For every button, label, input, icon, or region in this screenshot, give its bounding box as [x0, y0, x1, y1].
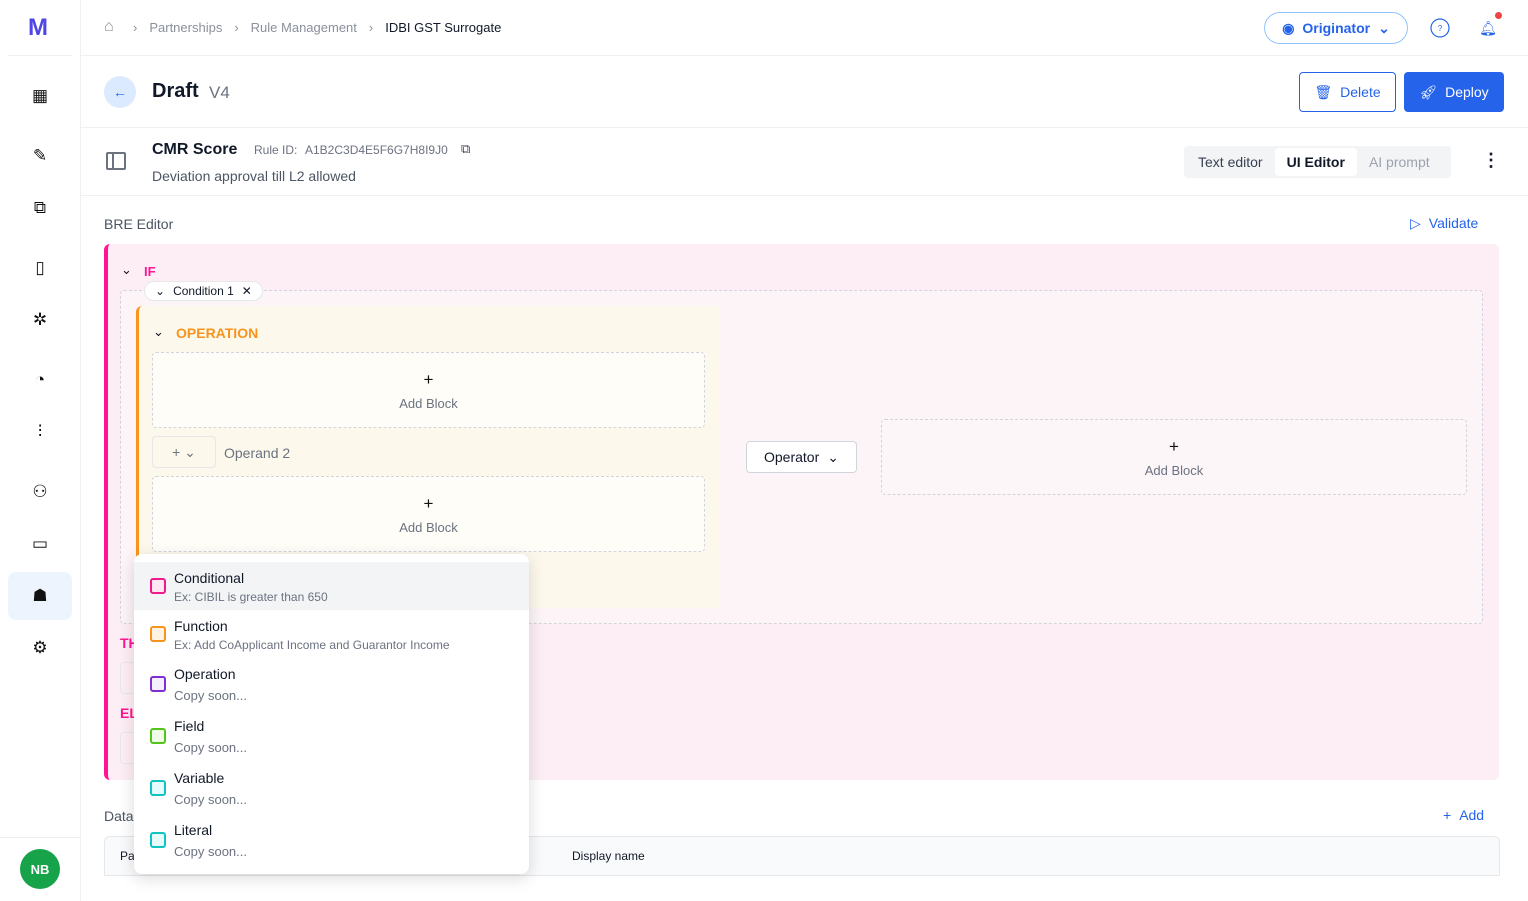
validate-button[interactable]: ▷ Validate — [1410, 215, 1479, 231]
rule-id: A1B2C3D4E5F6G7H8I9J0 — [305, 143, 448, 157]
tab-ui-editor[interactable]: UI Editor — [1274, 148, 1357, 176]
chevron-down-icon: ⌄ — [155, 284, 166, 298]
editor-label: BRE Editor — [104, 216, 174, 232]
dashboard-icon[interactable]: ▦ — [31, 86, 49, 105]
rule-name: CMR Score — [152, 141, 238, 158]
play-icon: ▷ — [1410, 215, 1421, 231]
plus-icon: + — [1443, 807, 1452, 823]
menu-item-subtitle: Ex: Add CoApplicant Income and Guarantor… — [174, 638, 450, 652]
if-label: IF — [144, 264, 156, 279]
field-color-icon — [150, 728, 166, 744]
operand-2-label: Operand 2 — [224, 445, 291, 461]
analytics-icon[interactable]: ⫶ — [37, 422, 43, 441]
else-label: EL — [120, 705, 138, 721]
deploy-button[interactable]: 🚀︎ Deploy — [1404, 72, 1504, 112]
menu-item-function[interactable]: Function Ex: Add CoApplicant Income and G… — [134, 610, 529, 658]
version-label: V4 — [209, 83, 230, 102]
menu-item-variable[interactable]: Variable Copy soon... — [134, 762, 529, 814]
column-header: Display name — [572, 849, 645, 863]
variable-color-icon — [150, 780, 166, 796]
operation-collapse-icon[interactable]: ⌄ — [153, 324, 164, 339]
app-logo: M — [28, 14, 48, 41]
menu-item-title: Variable — [174, 770, 225, 786]
add-data-button[interactable]: + Add — [1443, 807, 1485, 823]
close-icon[interactable]: ✕ — [241, 284, 252, 298]
menu-item-field[interactable]: Field Copy soon... — [134, 710, 529, 762]
menu-item-title: Conditional — [174, 570, 245, 586]
operator-add-button[interactable]: + ⌄ — [152, 436, 216, 468]
operator-select[interactable]: Operator ⌄ — [746, 441, 857, 473]
back-button[interactable]: ← — [104, 76, 136, 108]
bell-icon[interactable]: 🔔︎ — [1479, 19, 1497, 36]
add-block-operand-2[interactable]: + Add Block — [152, 476, 705, 552]
rule-description: Deviation approval till L2 allowed — [152, 168, 356, 184]
add-block-operand-1[interactable]: + Add Block — [152, 352, 705, 428]
plus-icon: + — [1169, 436, 1179, 456]
menu-item-title: Function — [174, 618, 228, 634]
chevron-down-icon: ⌄ — [827, 448, 839, 465]
pie-chart-icon[interactable]: ◔ — [34, 370, 46, 389]
settings-icon[interactable]: ⚙ — [32, 638, 48, 657]
delete-button[interactable]: 🗑︎ Delete — [1299, 72, 1396, 112]
function-color-icon — [150, 626, 166, 642]
rocket-icon: 🚀︎ — [1419, 83, 1438, 100]
help-icon[interactable]: ? — [1430, 18, 1450, 38]
copy-icon[interactable]: ⧉ — [33, 198, 47, 217]
tab-text-editor[interactable]: Text editor — [1198, 154, 1263, 170]
menu-item-title: Field — [174, 718, 205, 734]
breadcrumb-partnerships[interactable]: Partnerships — [149, 20, 223, 35]
sparkle-icon[interactable]: ✲ — [32, 310, 48, 329]
if-collapse-icon[interactable]: ⌄ — [121, 262, 132, 277]
menu-item-conditional[interactable]: Conditional Ex: CIBIL is greater than 650 — [134, 562, 529, 610]
book-icon[interactable]: ▯ — [35, 258, 45, 277]
folder-icon[interactable]: ▭ — [31, 534, 49, 553]
team-icon[interactable]: ☗ — [8, 572, 72, 620]
menu-item-literal[interactable]: Literal Copy soon... — [134, 814, 529, 866]
copy-icon[interactable]: ⧉ — [461, 141, 471, 156]
menu-item-operation[interactable]: Operation Copy soon... — [134, 658, 529, 710]
more-options-icon[interactable]: ⋮ — [1482, 150, 1500, 170]
breadcrumb: › Partnerships › Rule Management › IDBI GST… — [133, 20, 502, 35]
menu-item-title: Literal — [174, 822, 213, 838]
menu-item-subtitle: Ex: CIBIL is greater than 650 — [174, 590, 328, 604]
notification-dot — [1495, 12, 1502, 19]
sidebar-toggle-icon[interactable] — [106, 152, 126, 170]
plus-icon: + — [423, 493, 434, 513]
literal-color-icon — [150, 832, 166, 848]
condition-chip[interactable]: ⌄ Condition 1 ✕ — [144, 281, 263, 301]
page-title: Draft — [152, 80, 199, 102]
menu-item-subtitle: Copy soon... — [174, 844, 247, 859]
menu-item-title: Operation — [174, 666, 236, 682]
menu-item-subtitle: Copy soon... — [174, 740, 247, 755]
editor-tabs: Text editor UI Editor AI prompt — [1184, 146, 1451, 178]
plus-icon: + — [423, 369, 434, 389]
avatar[interactable]: NB — [20, 849, 60, 889]
column-header: Pa — [120, 849, 135, 863]
add-block-right[interactable]: + Add Block — [881, 419, 1467, 495]
chevron-down-icon: ⌄ — [1378, 19, 1390, 36]
menu-item-subtitle: Copy soon... — [174, 792, 247, 807]
operation-color-icon — [150, 676, 166, 692]
trash-icon: 🗑︎ — [1314, 83, 1333, 100]
breadcrumb-rule-management[interactable]: Rule Management — [250, 20, 357, 35]
user-settings-icon[interactable]: ⚇ — [32, 482, 48, 501]
breadcrumb-current: IDBI GST Surrogate — [385, 20, 502, 35]
conditional-color-icon — [150, 578, 166, 594]
rule-id-label: Rule ID: — [254, 143, 298, 157]
tab-ai-prompt[interactable]: AI prompt — [1368, 154, 1430, 170]
operation-label: OPERATION — [176, 325, 259, 341]
eye-icon: ◉ — [1282, 19, 1295, 36]
sidebar: M ▦ ✎ ⧉ ▯ ✲ ◔ ⫶ ⚇ ▭ ☗ ⚙ NB — [0, 0, 81, 901]
block-type-menu: Conditional Ex: CIBIL is greater than 650… — [134, 554, 529, 874]
role-selector[interactable]: ◉ Originator ⌄ — [1264, 12, 1408, 44]
edit-document-icon[interactable]: ✎ — [32, 146, 48, 165]
home-icon[interactable]: ⌂ — [104, 18, 114, 35]
menu-item-subtitle: Copy soon... — [174, 688, 247, 703]
data-section-label: Data — [104, 808, 134, 824]
